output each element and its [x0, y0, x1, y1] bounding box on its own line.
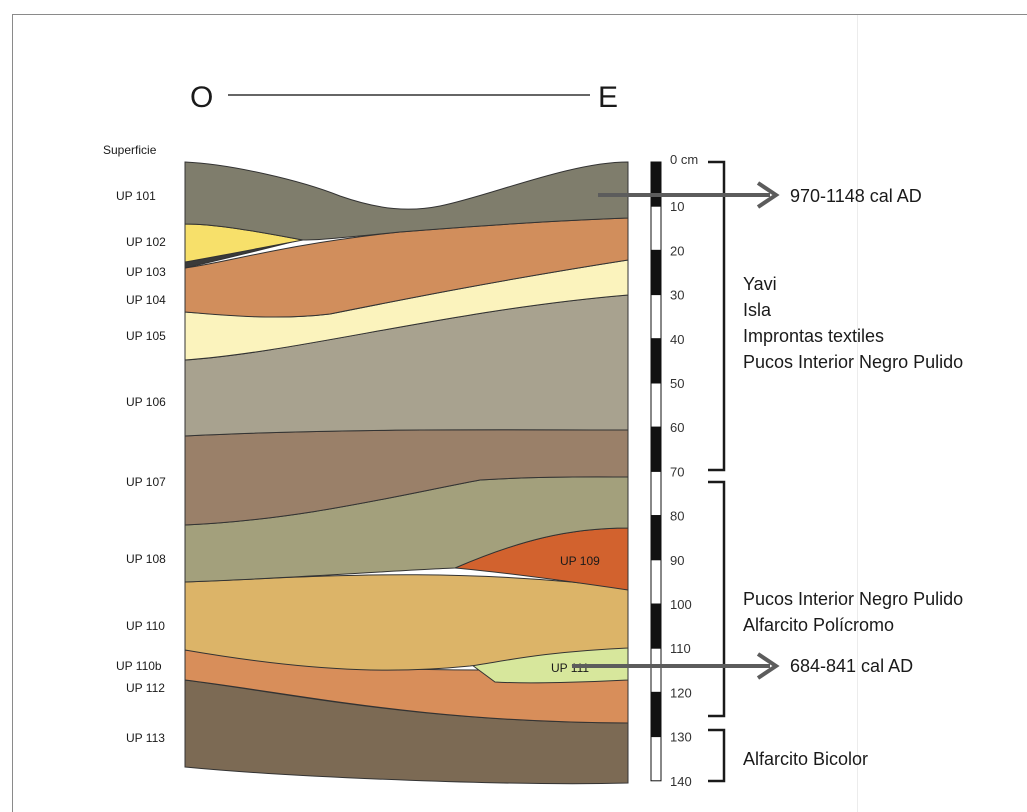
- label-up108: UP 108: [126, 552, 166, 566]
- label-up109: UP 109: [560, 554, 600, 568]
- scale-tick-label: 90: [670, 553, 684, 568]
- scale-zero-label: 0 cm: [670, 152, 698, 167]
- scale-segment: [650, 161, 662, 207]
- scale-tick-label: 20: [670, 243, 684, 258]
- figure-frame: [12, 14, 1027, 812]
- group-lower-item: Alfarcito Bicolor: [743, 749, 868, 769]
- bracket-lower: [708, 728, 726, 783]
- label-up110b: UP 110b: [116, 659, 162, 673]
- scale-segment: [650, 736, 662, 782]
- layer-up104: [184, 217, 629, 318]
- scale-tick-label: 30: [670, 288, 684, 303]
- date-arrows: [572, 181, 780, 680]
- page-guide-line: [857, 15, 858, 812]
- layer-labels: Superficie UP 101 UP 102 UP 103 UP 104 U…: [103, 143, 166, 745]
- label-up107: UP 107: [126, 475, 166, 489]
- scale-tick-label: 100: [670, 597, 692, 612]
- bracket-middle: [708, 480, 726, 718]
- group-middle-item: Pucos Interior Negro Pulido: [743, 589, 963, 609]
- date-lower: 684-841 cal AD: [790, 656, 913, 676]
- scale-segment: [650, 382, 662, 428]
- scale-tick-label: 40: [670, 332, 684, 347]
- label-up102: UP 102: [126, 235, 166, 249]
- scale-tick-label: 80: [670, 509, 684, 524]
- arrowhead-upper: [756, 181, 780, 209]
- scale-segment: [650, 691, 662, 738]
- group-upper-item: Pucos Interior Negro Pulido: [743, 352, 963, 372]
- label-up113: UP 113: [126, 731, 165, 745]
- scale-segment: [650, 515, 662, 561]
- group-middle-text: Pucos Interior Negro Pulido Alfarcito Po…: [743, 589, 963, 635]
- group-upper-text: Yavi Isla Improntas textiles Pucos Inter…: [743, 274, 963, 372]
- scale-segment: [650, 647, 662, 693]
- scale-tick-label: 60: [670, 420, 684, 435]
- label-up103: UP 103: [126, 265, 166, 279]
- scale-segment: [650, 338, 662, 384]
- group-brackets: [708, 160, 726, 783]
- scale-tick-label: 110: [670, 641, 691, 656]
- label-up110: UP 110: [126, 619, 165, 633]
- depth-scale-bar: [650, 161, 662, 782]
- layer-up101: [184, 161, 629, 241]
- label-up104: UP 104: [126, 293, 166, 307]
- scale-segment: [650, 603, 662, 649]
- scale-tick-label: 70: [670, 464, 684, 479]
- scale-segment: [650, 426, 662, 472]
- label-up105: UP 105: [126, 329, 166, 343]
- group-upper-item: Isla: [743, 300, 772, 320]
- west-label: O: [190, 81, 213, 114]
- label-up106: UP 106: [126, 395, 166, 409]
- scale-tick-label: 120: [670, 685, 692, 700]
- layer-up110: [184, 574, 629, 671]
- group-lower-text: Alfarcito Bicolor: [743, 749, 868, 769]
- arrowhead-lower: [756, 652, 780, 680]
- depth-scale-labels: 10 20 30 40 50 60 70 80 90 100 110 120 130 140: [670, 199, 692, 789]
- surface-label: Superficie: [103, 143, 157, 157]
- east-label: E: [598, 81, 618, 114]
- scale-tick-label: 130: [670, 730, 692, 745]
- scale-tick-label: 10: [670, 199, 684, 214]
- scale-segment: [650, 559, 662, 605]
- strata: [184, 161, 629, 785]
- group-upper-item: Improntas textiles: [743, 326, 884, 346]
- date-upper: 970-1148 cal AD: [790, 186, 922, 206]
- scale-tick-label: 50: [670, 376, 684, 391]
- label-up101: UP 101: [116, 189, 156, 203]
- scale-segment: [650, 294, 662, 340]
- bracket-upper: [708, 160, 726, 472]
- label-up112: UP 112: [126, 681, 165, 695]
- scale-segment: [650, 205, 662, 251]
- scale-segment: [650, 470, 662, 517]
- scale-segment: [650, 249, 662, 296]
- scale-tick-label: 140: [670, 774, 692, 789]
- group-middle-item: Alfarcito Polícromo: [743, 615, 894, 635]
- group-upper-item: Yavi: [743, 274, 777, 294]
